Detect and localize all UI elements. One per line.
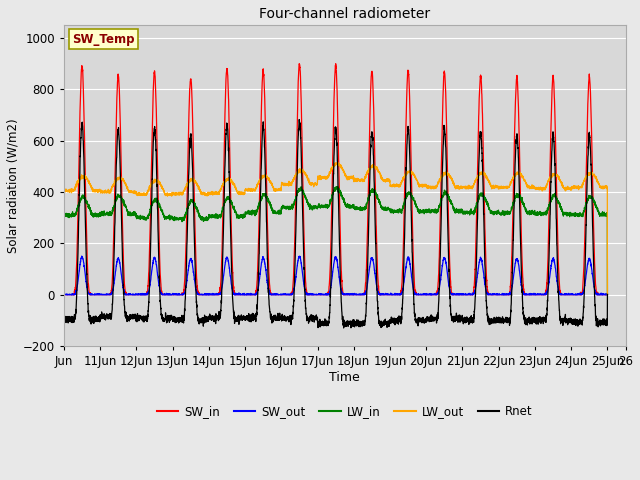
Line: SW_out: SW_out [64,256,607,295]
LW_in [428,208,435,214]
LW_out [603,184,611,190]
LW_out [60,187,68,192]
Line: LW_in: LW_in [64,187,607,295]
Rnet [428,317,435,323]
LW_in [60,212,68,217]
Rnet [604,291,611,297]
SW_out [78,253,86,259]
SW_in [603,292,611,298]
Rnet [296,117,303,122]
Line: SW_in: SW_in [64,64,607,295]
Title: Four-channel radiometer: Four-channel radiometer [259,7,430,21]
SW_out [60,291,68,297]
SW_out [428,291,435,297]
LW_in [316,202,323,208]
LW_in [334,184,342,190]
Y-axis label: Solar radiation (W/m2): Solar radiation (W/m2) [7,118,20,253]
LW_out [316,175,323,181]
LW_out [333,159,341,165]
Rnet [340,325,348,331]
SW_in [157,289,165,295]
SW_out [458,292,465,298]
LW_out [604,292,611,298]
Text: SW_Temp: SW_Temp [72,33,135,46]
Line: LW_out: LW_out [64,162,607,295]
Rnet [316,321,323,326]
LW_in [488,209,496,215]
SW_out [488,292,496,298]
SW_out [60,292,68,298]
Rnet [488,319,496,325]
SW_in [316,292,323,298]
LW_out [157,183,165,189]
Rnet [157,313,165,319]
Line: Rnet: Rnet [64,120,607,328]
Legend: SW_in, SW_out, LW_in, LW_out, Rnet: SW_in, SW_out, LW_in, LW_out, Rnet [152,400,538,422]
SW_in [60,292,68,298]
SW_out [604,292,611,298]
LW_out [458,185,465,191]
X-axis label: Time: Time [330,371,360,384]
SW_in [604,292,611,298]
Rnet [60,319,68,324]
SW_in [458,292,465,298]
LW_in [458,207,465,213]
LW_out [428,185,435,191]
SW_out [603,292,611,298]
SW_in [428,292,435,298]
SW_out [158,292,166,298]
LW_out [488,184,496,190]
SW_in [488,292,496,298]
SW_out [316,291,323,297]
LW_in [157,207,165,213]
LW_in [604,292,611,298]
LW_in [603,213,611,218]
Rnet [603,323,611,328]
SW_in [296,61,303,67]
Rnet [458,316,465,322]
